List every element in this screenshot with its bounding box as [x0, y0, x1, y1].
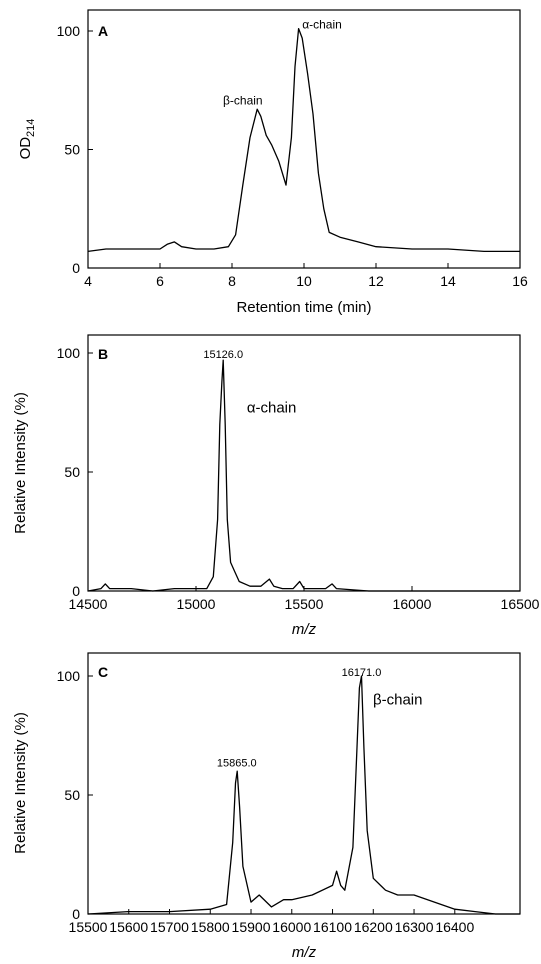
x-tick-label: 16200 [354, 919, 393, 935]
x-tick-label: 6 [156, 273, 164, 289]
annotation-label: α-chain [302, 18, 342, 32]
y-tick-label: 0 [72, 260, 80, 276]
panel-letter: A [98, 23, 108, 39]
panel-a: A 4 6 8 10 12 14 16 0 50 100 α-chain β-chain Reten… [17, 9, 528, 316]
series-line [87, 675, 520, 915]
x-tick-label: 15900 [232, 919, 271, 935]
y-tick-label: 50 [64, 787, 80, 803]
annotation-label: β-chain [373, 692, 422, 709]
x-tick-label: 16400 [435, 919, 474, 935]
annotation-group: α-chain β-chain [223, 18, 342, 108]
annotation-label: α-chain [247, 400, 297, 417]
x-tick-label: 16 [512, 273, 528, 289]
x-tick-label: 15500 [285, 596, 324, 612]
y-tick-label: 50 [64, 142, 80, 158]
tick-group: 4 6 8 10 12 14 16 0 50 100 [57, 23, 528, 289]
y-tick-label: 0 [72, 906, 80, 922]
y-axis-label: Relative Intensity (%) [12, 392, 29, 534]
y-tick-label: 0 [72, 583, 80, 599]
annotation-label: 15126.0 [203, 349, 243, 361]
x-tick-label: 16000 [272, 919, 311, 935]
x-tick-label: 15500 [69, 919, 108, 935]
annotation-label: 16171.0 [342, 667, 382, 679]
x-tick-label: 12 [368, 273, 384, 289]
x-tick-label: 16000 [393, 596, 432, 612]
x-tick-label: 16100 [313, 919, 352, 935]
plot-frame [87, 334, 521, 592]
y-axis-label: OD214 [17, 119, 37, 160]
panel-letter: C [98, 664, 108, 680]
x-tick-label: 14 [440, 273, 456, 289]
panel-b: B 14500 15000 15500 16000 16500 0 50 100 15126.… [12, 334, 540, 638]
x-tick-label: 16300 [395, 919, 434, 935]
y-tick-label: 50 [64, 464, 80, 480]
annotation-group: 15865.0 16171.0 β-chain [217, 667, 423, 769]
panel-letter: B [98, 346, 108, 362]
series-line [87, 27, 520, 253]
tick-group: 14500 15000 15500 16000 16500 0 50 100 [57, 345, 540, 612]
y-tick-label: 100 [57, 23, 81, 39]
x-tick-label: 8 [228, 273, 236, 289]
panel-c: C 15500 15600 15700 15800 15900 16000 16100 162… [12, 652, 521, 961]
x-tick-label: 15600 [109, 919, 148, 935]
x-tick-label: 16500 [501, 596, 540, 612]
x-tick-label: 15800 [191, 919, 230, 935]
x-tick-label: 4 [84, 273, 92, 289]
tick-group: 15500 15600 15700 15800 15900 16000 16100 16200… [57, 668, 475, 935]
x-axis-label: m/z [292, 944, 317, 961]
annotation-group: 15126.0 α-chain [203, 349, 296, 417]
annotation-label: 15865.0 [217, 757, 257, 769]
annotation-label: β-chain [223, 93, 263, 107]
y-tick-label: 100 [57, 668, 81, 684]
x-axis-label: m/z [292, 621, 317, 638]
x-axis-label: Retention time (min) [236, 299, 371, 316]
series-line [87, 359, 520, 592]
x-tick-label: 10 [296, 273, 312, 289]
plot-frame [87, 652, 521, 915]
x-tick-label: 14500 [69, 596, 108, 612]
y-tick-label: 100 [57, 345, 81, 361]
y-axis-label: Relative Intensity (%) [12, 712, 29, 854]
x-tick-label: 15000 [177, 596, 216, 612]
x-tick-label: 15700 [150, 919, 189, 935]
